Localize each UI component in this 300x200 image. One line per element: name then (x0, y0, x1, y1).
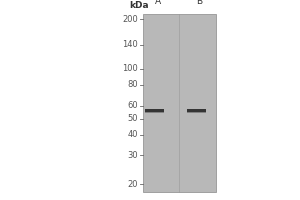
Text: 40: 40 (128, 130, 138, 139)
Text: 80: 80 (128, 80, 138, 89)
Text: 50: 50 (128, 114, 138, 123)
Text: 140: 140 (122, 40, 138, 49)
Text: 30: 30 (128, 151, 138, 160)
Bar (187, 112, 206, 113)
Text: 60: 60 (128, 101, 138, 110)
Text: 20: 20 (128, 180, 138, 189)
Bar (187, 112, 206, 113)
Bar (145, 112, 164, 113)
Bar (145, 109, 164, 112)
Text: kDa: kDa (129, 1, 148, 10)
Text: A: A (154, 0, 160, 6)
Text: 100: 100 (122, 64, 138, 73)
Bar (142, 14, 216, 192)
Bar (145, 112, 164, 113)
Bar (187, 109, 206, 112)
Text: B: B (196, 0, 202, 6)
Text: 200: 200 (122, 15, 138, 24)
